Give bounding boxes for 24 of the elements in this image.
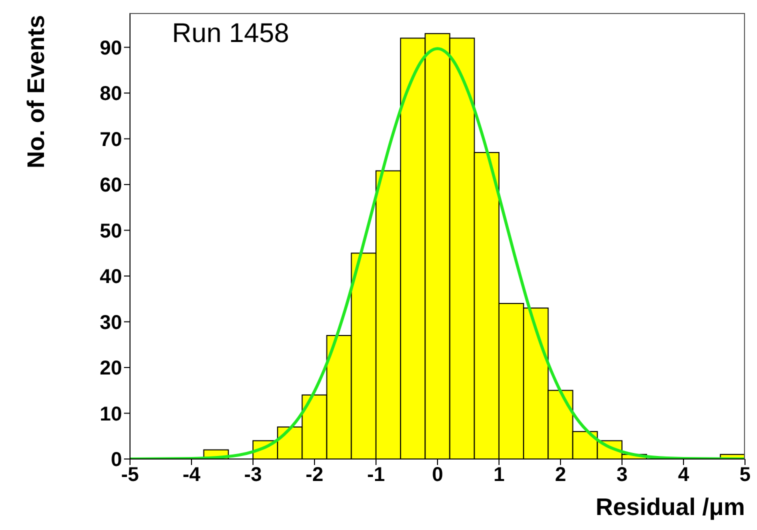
x-tick-label: -3 [244,464,262,486]
x-tick-label: -4 [182,464,202,486]
y-tick-label: 70 [100,128,122,151]
y-tick-label: 80 [100,83,122,106]
x-tick-label: -2 [306,464,324,486]
y-tick-label: 30 [100,312,122,334]
x-tick-label: -1 [367,464,385,486]
x-tick-label: 5 [739,464,751,486]
x-tick-label: 4 [678,464,690,486]
y-tick-label: 40 [100,266,122,288]
y-tick-label: 10 [100,403,122,426]
y-tick-label: 90 [100,37,122,60]
x-tick-label: 2 [554,464,566,486]
y-tick-label: 60 [100,174,122,197]
x-tick-label: -5 [121,464,139,486]
x-tick-label: 3 [616,464,628,486]
x-tick-label: 1 [493,464,505,486]
y-tick-label: 50 [100,220,122,242]
annotation: Run 1458 [172,18,290,49]
y-tick-label: 20 [100,358,122,380]
x-axis-title: Residual /μm [596,494,745,521]
y-tick-label: 0 [110,449,122,472]
x-tick-label: 0 [432,464,444,486]
y-axis-title: No. of Events [23,15,50,168]
